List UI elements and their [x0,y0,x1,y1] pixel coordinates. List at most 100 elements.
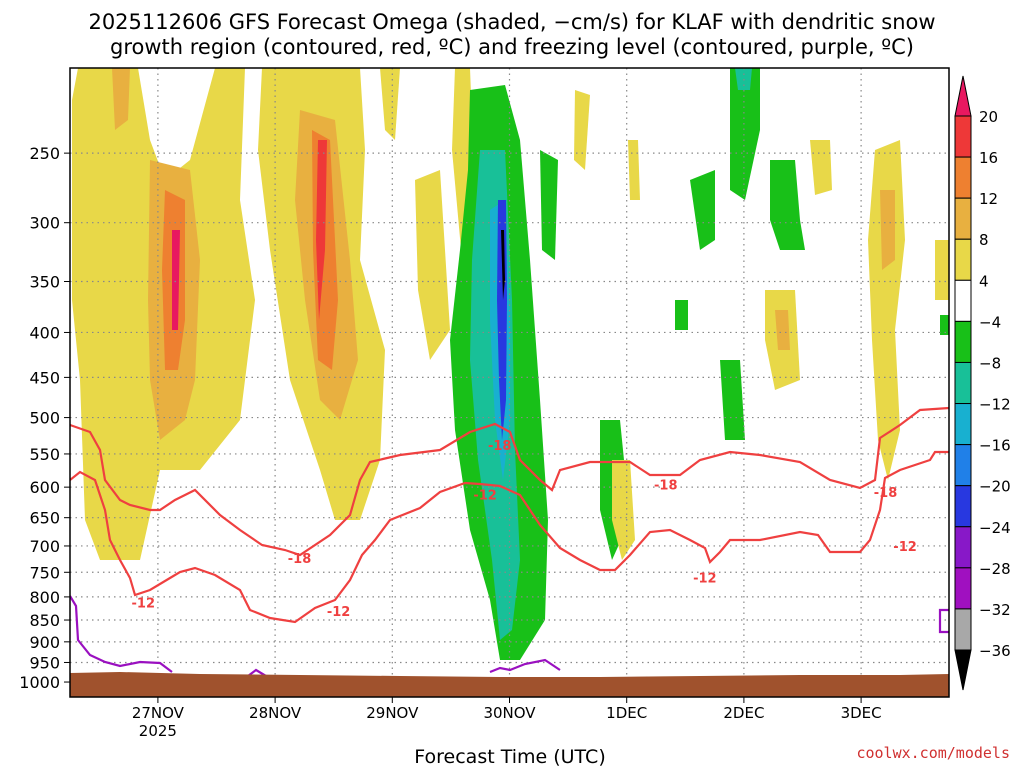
omega-region-downward-11 [720,360,745,440]
omega-region-upward-11 [415,170,450,360]
omega-region-downward-5 [501,230,505,300]
colorbar-segment [954,485,972,528]
y-tick-label: 300 [29,214,60,233]
colorbar-segment [954,238,972,281]
credit-text: coolwx.com/models [856,744,1010,762]
colorbar-label: 4 [979,272,989,290]
contour-lines [70,406,949,677]
y-tick-label: 800 [29,588,60,607]
colorbar-label: −16 [979,437,1011,455]
omega-region-upward-13 [574,90,590,170]
y-tick-label: 650 [29,509,60,528]
colorbar-segment [954,361,972,405]
omega-region-upward-10 [380,68,400,140]
omega-region-downward-6 [540,150,558,260]
ground-surface [70,672,949,697]
omega-region-upward-15 [628,140,640,200]
colorbar-segment [954,567,972,610]
omega-region-downward-9 [730,68,760,200]
x-tick-label: 28NOV [249,704,302,722]
omega-region-upward-18 [810,140,832,195]
y-tick-label: 550 [29,445,60,464]
y-tick-label: 850 [29,611,60,630]
x-tick-label: 29NOV [366,704,419,722]
omega-region-upward-5 [112,68,130,130]
colorbar: 20 16 12 8 4 −4 −8 −12 −16 −20 −24 −28 −32 −36 [954,75,1011,691]
y-tick-label: 750 [29,563,60,582]
omega-region-upward-9 [316,140,327,320]
colorbar-segment [954,279,972,322]
contour-label: -18 [874,486,898,501]
colorbar-label: −24 [979,519,1011,537]
omega-region-upward-14 [612,460,635,560]
y-tick-label: 900 [29,633,60,652]
freezing-level-0c-segment-3 [489,658,561,674]
colorbar-segment [954,115,972,158]
colorbar-label: 8 [979,231,989,249]
omega-region-upward-20 [868,140,905,480]
contour-label: -12 [473,489,497,504]
x-tick-label: 2DEC [723,704,764,722]
freezing-level-0c-segment-2 [247,668,267,677]
omega-shading [72,68,949,660]
chart-title-line-2: growth region (contoured, red, ºC) and f… [110,35,914,59]
y-tick-label: 700 [29,537,60,556]
x-tick-label: 27NOV [132,704,185,722]
omega-region-upward-19 [935,240,949,300]
colorbar-segment [954,526,972,569]
x-tick-label: 1DEC [606,704,647,722]
colorbar-label: −28 [979,560,1011,578]
y-tick-label: 600 [29,478,60,497]
omega-region-downward-13 [675,300,688,330]
omega-region-upward-4 [172,230,180,330]
omega-region-upward-17 [775,310,790,350]
x-axis-label: Forecast Time (UTC) [414,746,605,768]
contour-label: -12 [132,597,156,612]
y-axis: 250 300 350 400 450 500 550 600 650 700 750 800 850 9… [19,144,70,692]
colorbar-segment [954,197,972,240]
contour-label: -12 [893,540,917,555]
colorbar-label: −8 [979,354,1001,372]
contour-label: -18 [288,552,312,567]
colorbar-label: 20 [979,108,998,126]
y-tick-label: 1000 [19,673,60,692]
colorbar-label: −20 [979,478,1011,496]
y-tick-label: 400 [29,323,60,342]
contour-labels: -18 -18 -18 -18 -12 -12 -12 -12 -12 [132,439,917,620]
colorbar-top-arrow [954,75,972,117]
colorbar-label: −12 [979,396,1011,414]
y-tick-label: 450 [29,368,60,387]
colorbar-bottom-arrow [954,649,972,691]
contour-label: -18 [488,439,512,454]
y-tick-label: 500 [29,409,60,428]
colorbar-segment [954,320,972,363]
isotherm-minus-12 [70,450,949,624]
colorbar-segment [954,403,972,446]
contour-label: -12 [693,571,717,586]
x-tick-label: 30NOV [483,704,536,722]
freezing-level-0c-segment-4 [938,608,949,634]
freezing-level-0c [70,595,173,673]
colorbar-label: −4 [979,313,1001,331]
colorbar-segment [954,444,972,487]
omega-region-downward-14 [940,315,949,335]
colorbar-segment [954,156,972,199]
y-tick-label: 950 [29,653,60,672]
colorbar-segment [954,608,972,651]
y-tick-label: 250 [29,144,60,163]
contour-label: -12 [327,605,351,620]
omega-region-downward-8 [690,170,715,250]
omega-region-downward-12 [770,160,805,250]
chart-title-line-1: 2025112606 GFS Forecast Omega (shaded, −… [88,10,935,34]
colorbar-label: −32 [979,601,1011,619]
y-tick-label: 350 [29,273,60,292]
contour-label: -18 [654,479,678,494]
omega-region-upward-21 [880,190,895,270]
x-tick-label: 3DEC [841,704,882,722]
colorbar-label: 12 [979,190,998,208]
colorbar-label: 16 [979,149,998,167]
x-tick-sublabel: 2025 [139,722,177,740]
colorbar-label: −36 [979,642,1011,660]
